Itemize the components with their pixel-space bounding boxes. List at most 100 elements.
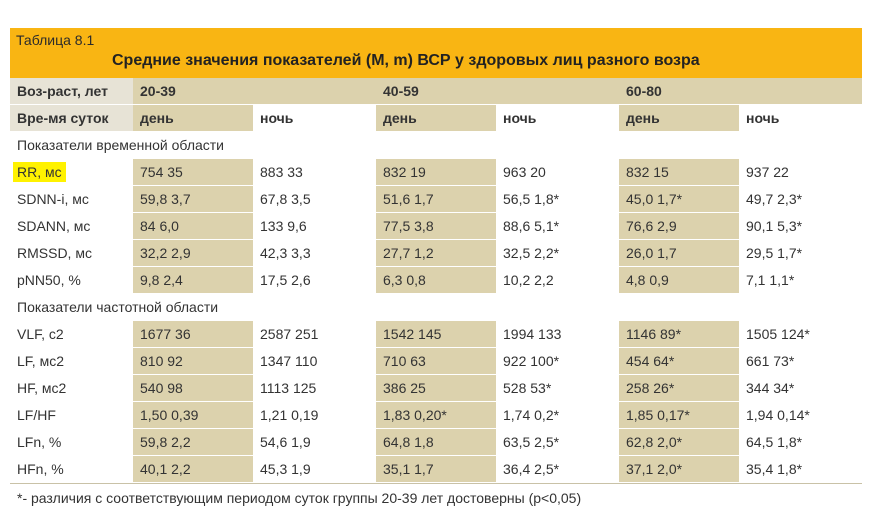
table-frame: Таблица 8.1 Средние значения показателей… [10, 28, 862, 506]
value-cell: 62,8 2,0* [619, 428, 739, 456]
table-row: RMSSD, мс 32,2 2,9 42,3 3,3 27,7 1,2 32,5 2,… [10, 239, 862, 267]
table-row: LF/HF 1,50 0,39 1,21 0,19 1,83 0,20* 1,74 0,… [10, 401, 862, 429]
row-label-cell: SDNN-i, мс [10, 185, 133, 213]
age-header-row: Воз-раст, лет 20-39 40-59 60-80 [10, 78, 862, 105]
value-cell: 922 100* [496, 347, 619, 375]
period-header: ночь [496, 104, 619, 132]
age-group-header: 40-59 [376, 78, 619, 105]
value-cell: 386 25 [376, 374, 496, 402]
value-cell: 17,5 2,6 [253, 266, 376, 294]
age-header-label: Воз-раст, лет [10, 78, 133, 105]
value-cell: 6,3 0,8 [376, 266, 496, 294]
period-header: ночь [253, 104, 376, 132]
table-footnote: *- различия с соответствующим периодом с… [10, 483, 862, 506]
value-cell: 56,5 1,8* [496, 185, 619, 213]
row-label: LF/HF [17, 407, 56, 423]
value-cell: 963 20 [496, 158, 619, 186]
value-cell: 710 63 [376, 347, 496, 375]
value-cell: 35,1 1,7 [376, 455, 496, 483]
value-cell: 36,4 2,5* [496, 455, 619, 483]
row-label-cell: LF, мс2 [10, 347, 133, 375]
section-title: Показатели временной области [10, 131, 862, 159]
row-label: SDANN, мс [17, 218, 91, 234]
value-cell: 832 15 [619, 158, 739, 186]
row-label-cell: VLF, с2 [10, 320, 133, 348]
row-label-cell: HFn, % [10, 455, 133, 483]
value-cell: 35,4 1,8* [739, 455, 862, 483]
value-cell: 64,5 1,8* [739, 428, 862, 456]
time-header-label: Вре-мя суток [10, 104, 133, 132]
row-label: SDNN-i, мс [17, 191, 89, 207]
time-header-row: Вре-мя суток день ночь день ночь день но… [10, 104, 862, 132]
value-cell: 45,3 1,9 [253, 455, 376, 483]
table-body: Воз-раст, лет 20-39 40-59 60-80 Вре-мя с… [10, 78, 862, 483]
row-label-cell: LF/HF [10, 401, 133, 429]
value-cell: 133 9,6 [253, 212, 376, 240]
value-cell: 1677 36 [133, 320, 253, 348]
age-group-header: 60-80 [619, 78, 862, 105]
table-title-bar: Таблица 8.1 Средние значения показателей… [10, 28, 862, 78]
highlighted-row-label: RR, мс [13, 162, 66, 182]
table-title: Средние значения показателей (M, m) ВСР … [112, 52, 700, 69]
row-label-cell: pNN50, % [10, 266, 133, 294]
value-cell: 27,7 1,2 [376, 239, 496, 267]
value-cell: 26,0 1,7 [619, 239, 739, 267]
value-cell: 59,8 2,2 [133, 428, 253, 456]
row-label: LF, мс2 [17, 353, 64, 369]
value-cell: 10,2 2,2 [496, 266, 619, 294]
value-cell: 88,6 5,1* [496, 212, 619, 240]
value-cell: 754 35 [133, 158, 253, 186]
value-cell: 76,6 2,9 [619, 212, 739, 240]
row-label: RMSSD, мс [17, 245, 92, 261]
value-cell: 45,0 1,7* [619, 185, 739, 213]
value-cell: 1347 110 [253, 347, 376, 375]
data-table: Воз-раст, лет 20-39 40-59 60-80 Вре-мя с… [10, 78, 862, 483]
value-cell: 49,7 2,3* [739, 185, 862, 213]
section-header-row: Показатели временной области [10, 131, 862, 159]
row-label: VLF, с2 [17, 326, 64, 342]
value-cell: 40,1 2,2 [133, 455, 253, 483]
value-cell: 64,8 1,8 [376, 428, 496, 456]
table-row: RR, мс 754 35 883 33 832 19 963 20 832 15 937 … [10, 158, 862, 186]
row-label: pNN50, % [17, 272, 81, 288]
value-cell: 540 98 [133, 374, 253, 402]
value-cell: 1,83 0,20* [376, 401, 496, 429]
row-label-cell: RR, мс [10, 158, 133, 186]
value-cell: 1,74 0,2* [496, 401, 619, 429]
table-row: LF, мс2 810 92 1347 110 710 63 922 100* 454 6… [10, 347, 862, 375]
table-row: SDNN-i, мс 59,8 3,7 67,8 3,5 51,6 1,7 56,5 1… [10, 185, 862, 213]
row-label-cell: SDANN, мс [10, 212, 133, 240]
value-cell: 9,8 2,4 [133, 266, 253, 294]
value-cell: 54,6 1,9 [253, 428, 376, 456]
period-header: день [376, 104, 496, 132]
value-cell: 51,6 1,7 [376, 185, 496, 213]
value-cell: 528 53* [496, 374, 619, 402]
value-cell: 32,2 2,9 [133, 239, 253, 267]
period-header: день [133, 104, 253, 132]
value-cell: 661 73* [739, 347, 862, 375]
value-cell: 32,5 2,2* [496, 239, 619, 267]
value-cell: 67,8 3,5 [253, 185, 376, 213]
row-label: HF, мс2 [17, 380, 67, 396]
value-cell: 4,8 0,9 [619, 266, 739, 294]
section-header-row: Показатели частотной области [10, 293, 862, 321]
table-row: SDANN, мс 84 6,0 133 9,6 77,5 3,8 88,6 5,1* 7… [10, 212, 862, 240]
period-header: ночь [739, 104, 862, 132]
value-cell: 1505 124* [739, 320, 862, 348]
value-cell: 63,5 2,5* [496, 428, 619, 456]
value-cell: 258 26* [619, 374, 739, 402]
value-cell: 1542 145 [376, 320, 496, 348]
value-cell: 1,50 0,39 [133, 401, 253, 429]
value-cell: 2587 251 [253, 320, 376, 348]
row-label-cell: HF, мс2 [10, 374, 133, 402]
section-title: Показатели частотной области [10, 293, 862, 321]
value-cell: 37,1 2,0* [619, 455, 739, 483]
value-cell: 1,94 0,14* [739, 401, 862, 429]
age-group-header: 20-39 [133, 78, 376, 105]
value-cell: 883 33 [253, 158, 376, 186]
value-cell: 90,1 5,3* [739, 212, 862, 240]
table-row: LFn, % 59,8 2,2 54,6 1,9 64,8 1,8 63,5 2,5* 6… [10, 428, 862, 456]
value-cell: 832 19 [376, 158, 496, 186]
value-cell: 42,3 3,3 [253, 239, 376, 267]
value-cell: 344 34* [739, 374, 862, 402]
